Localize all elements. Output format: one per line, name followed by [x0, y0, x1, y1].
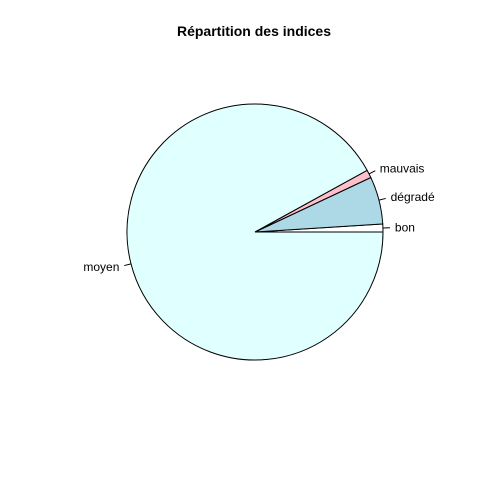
- slice-label-moyen: moyen: [83, 260, 119, 274]
- chart-title: Répartition des indices: [177, 23, 331, 39]
- leader-line-moyen: [124, 263, 132, 267]
- slice-label-degrade: dégradé: [391, 190, 435, 204]
- labels-layer: bon dégradé mauvais moyen: [83, 161, 435, 273]
- slice-label-bon: bon: [395, 221, 415, 235]
- leader-line-degrade: [378, 197, 386, 201]
- slices-layer: [126, 103, 384, 361]
- leader-line-mauvais: [368, 170, 376, 175]
- slice-label-mauvais: mauvais: [380, 161, 425, 175]
- pie-slice-moyen: [126, 103, 384, 361]
